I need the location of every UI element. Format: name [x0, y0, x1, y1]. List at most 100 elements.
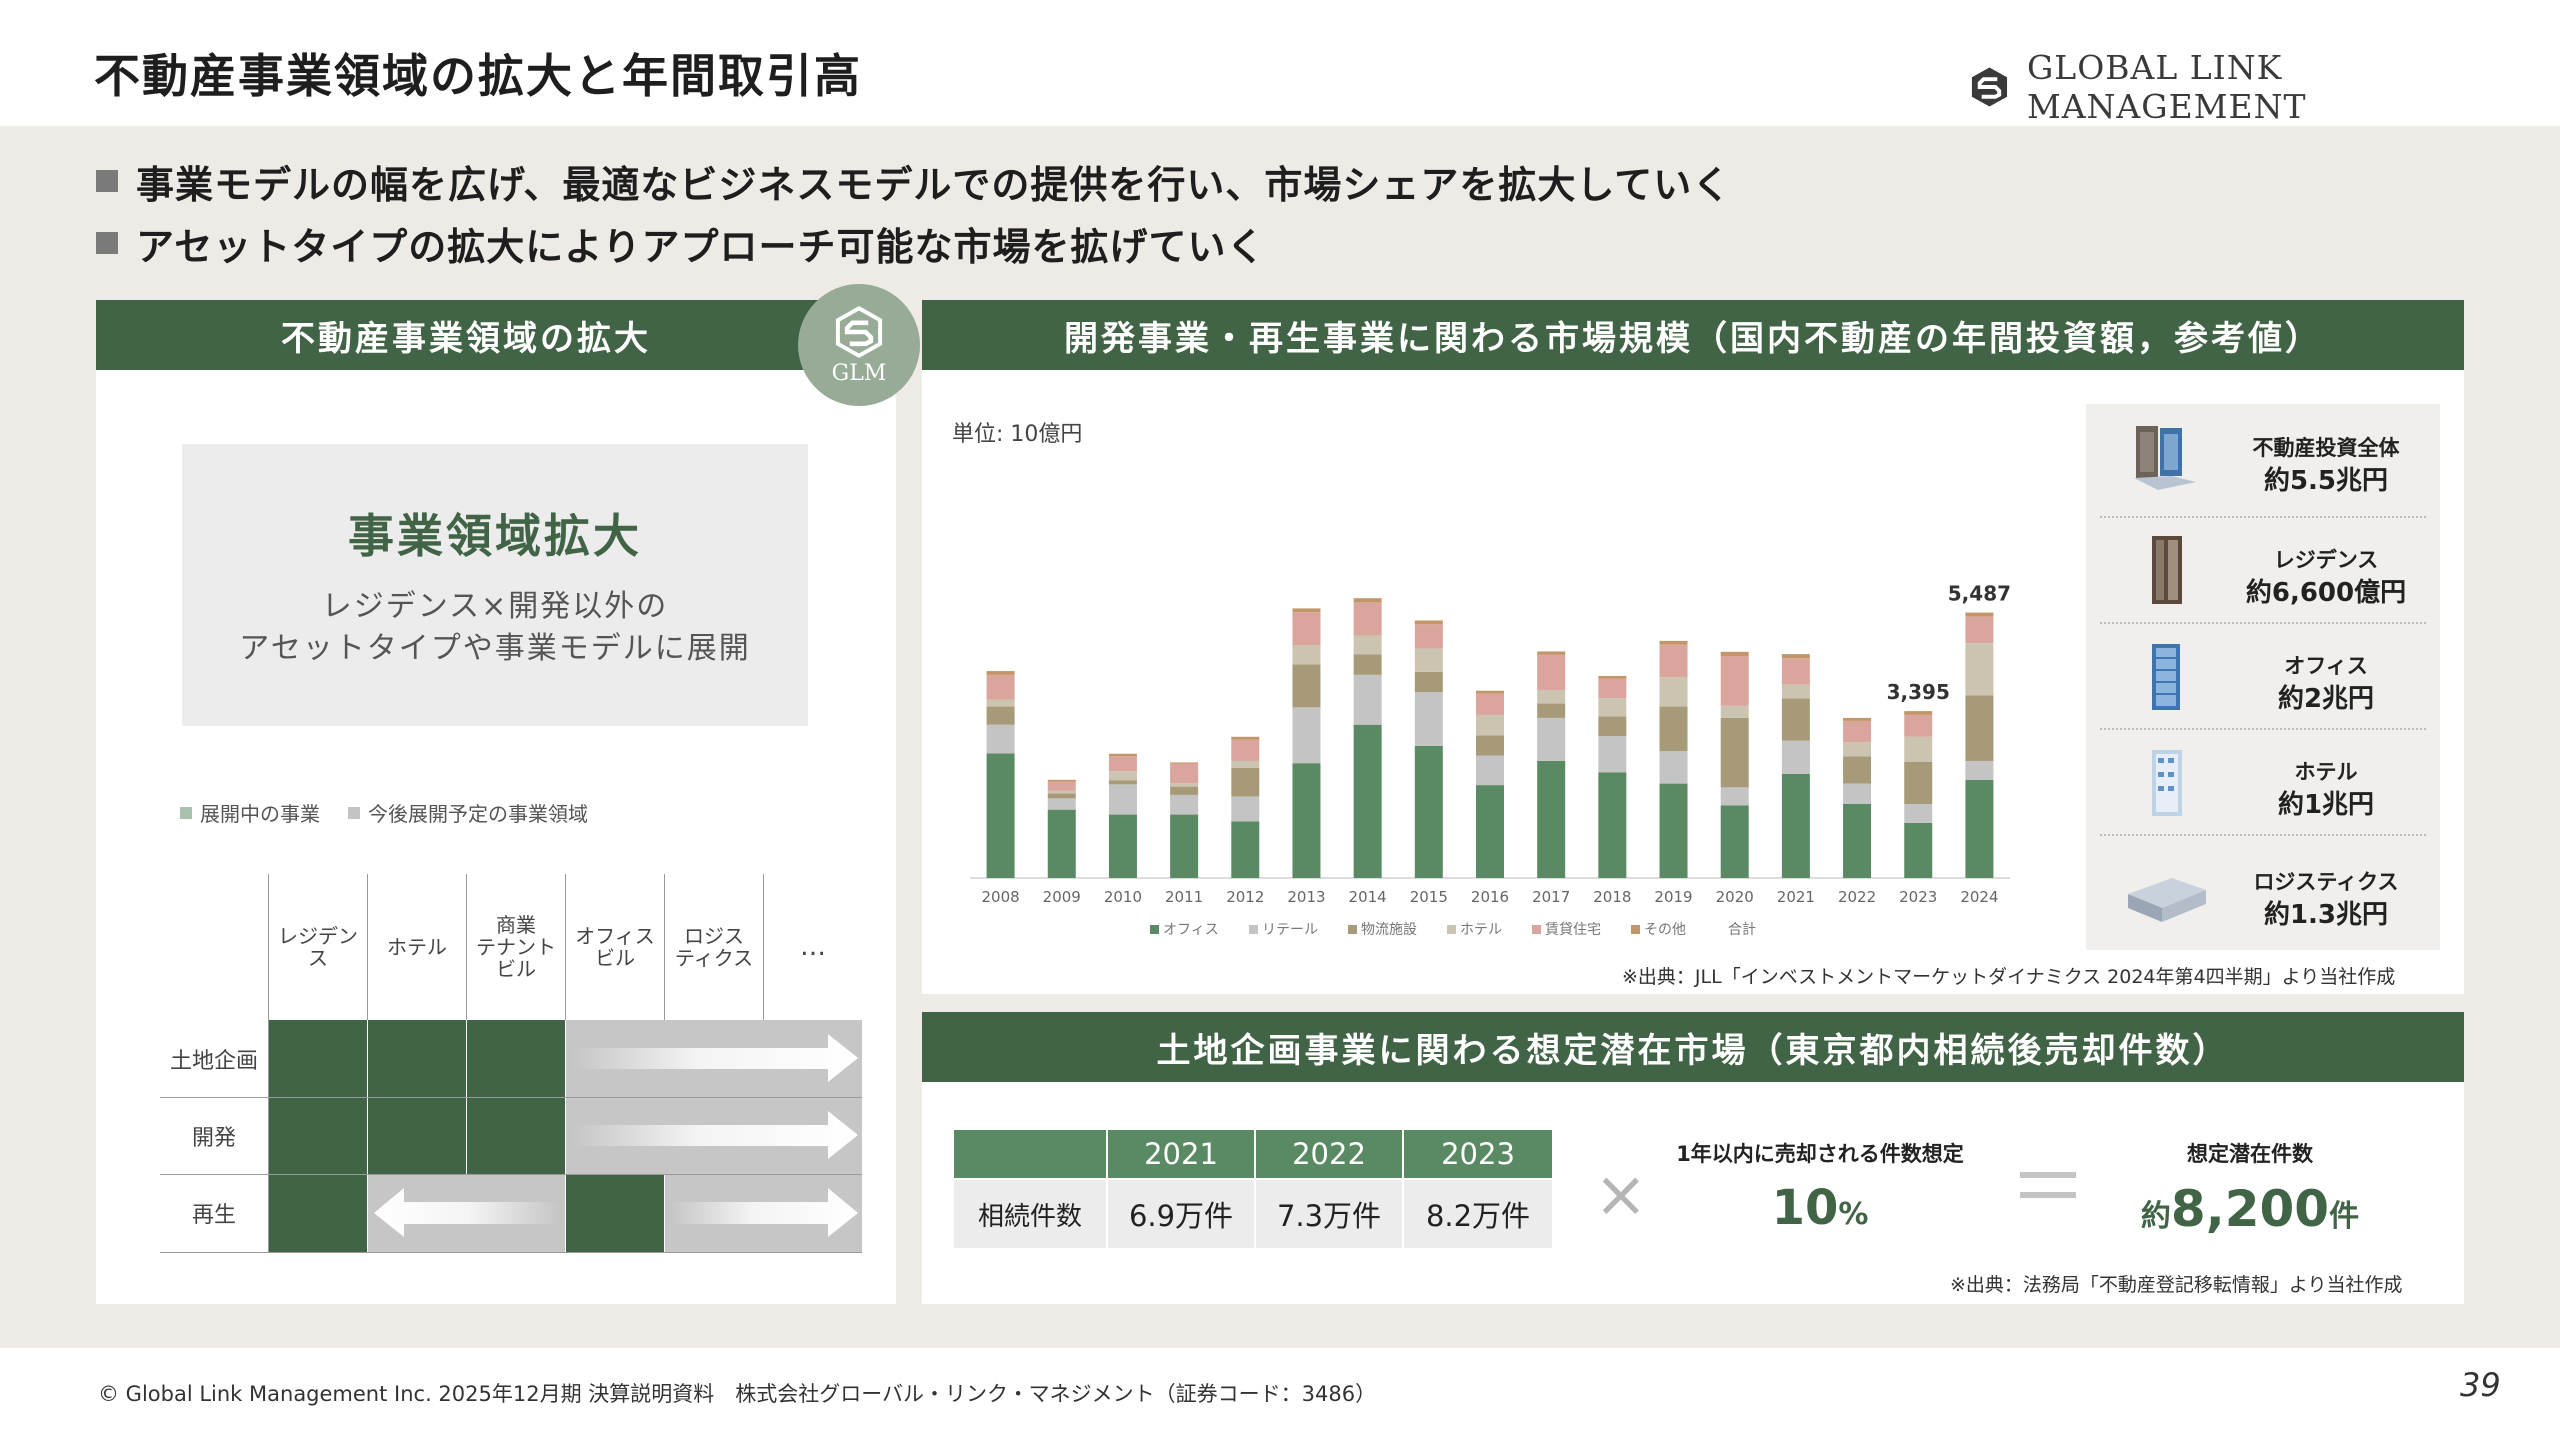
bar-segment-2022	[1843, 783, 1872, 804]
bar-segment-2023	[1904, 803, 1933, 823]
bar-segment-2010	[1108, 784, 1137, 815]
bar-segment-2011	[1170, 763, 1199, 784]
market-size-value: 約6,600億円	[2245, 578, 2407, 608]
matrix-cell-active	[269, 1097, 565, 1174]
bar-segment-2024	[1965, 695, 1994, 761]
bar-segment-2015	[1414, 692, 1443, 746]
market-size-value: 約5.5兆円	[2263, 466, 2389, 496]
market-size-label: ロジスティクス	[2253, 870, 2399, 894]
legend-swatch	[1348, 925, 1357, 934]
residence-building-icon	[2152, 536, 2182, 604]
glm-logo-icon	[1971, 67, 2008, 107]
bar-segment-2011	[1170, 794, 1199, 815]
unit-label: 単位: 10億円	[952, 422, 1083, 447]
page-number: 39	[2460, 1366, 2501, 1404]
potential-count-number: 8,200	[2170, 1180, 2330, 1238]
matrix-cell-active	[269, 1020, 565, 1097]
bar-segment-2011	[1170, 786, 1199, 795]
legend-label: 今後展開予定の事業領域	[368, 802, 588, 826]
bar-segment-2022	[1843, 742, 1872, 757]
bar-segment-2020	[1720, 717, 1749, 788]
table-cell: 8.2万件	[1404, 1180, 1552, 1248]
legend-label: オフィス	[1163, 922, 1219, 938]
legend-label: 展開中の事業	[200, 802, 320, 826]
bar-segment-2021	[1781, 698, 1810, 741]
bar-segment-2011	[1170, 762, 1199, 764]
bar-segment-2019	[1659, 783, 1688, 878]
bar-segment-2019	[1659, 644, 1688, 678]
land-planning-panel: 土地企画事業に関わる想定潜在市場（東京都内相続後売却件数）	[922, 1012, 2464, 1304]
bar-segment-2013	[1292, 645, 1321, 665]
legend-swatch	[348, 806, 360, 819]
bar-segment-2019	[1659, 706, 1688, 752]
logo-text: GLOBAL LINK MANAGEMENT	[2026, 48, 2307, 126]
bar-segment-2020	[1720, 787, 1749, 806]
bar-segment-2022	[1843, 756, 1872, 784]
bar-segment-2013	[1292, 608, 1321, 613]
bar-segment-2014	[1353, 635, 1382, 655]
bar-segment-2010	[1108, 753, 1137, 757]
bar-segment-2009	[1047, 809, 1076, 878]
bar-segment-2020	[1720, 805, 1749, 878]
market-size-item: 不動産投資全体 約5.5兆円	[2086, 404, 2440, 510]
bar-segment-2013	[1292, 612, 1321, 646]
bar-segment-2015	[1414, 671, 1443, 693]
bar-segment-2008	[986, 699, 1015, 707]
matrix-column-header: ホテル	[387, 935, 447, 959]
bar-segment-2017	[1537, 760, 1566, 878]
expansion-arrow-left	[368, 1174, 565, 1252]
table-cell: 7.3万件	[1256, 1180, 1402, 1248]
bar-segment-2018	[1598, 716, 1627, 737]
bar-segment-2021	[1781, 773, 1810, 878]
legend-label: 賃貸住宅	[1545, 922, 1601, 938]
bar-segment-2014	[1353, 598, 1382, 603]
sale-rate-value: 10%	[1700, 1180, 1940, 1236]
bar-segment-2020	[1720, 655, 1749, 706]
expansion-arrow-right	[665, 1174, 862, 1252]
chart-source-note: ※出典：JLL「インベストメントマーケットダイナミクス 2024年第4四半期」よ…	[1622, 966, 2396, 988]
bar-segment-2019	[1659, 677, 1688, 707]
bar-segment-2014	[1353, 724, 1382, 878]
matrix-legend: 展開中の事業 今後展開予定の事業領域	[180, 798, 588, 827]
bar-segment-2017	[1537, 703, 1566, 718]
expansion-arrow-right	[566, 1097, 862, 1174]
matrix-cell-active	[269, 1174, 367, 1252]
bar-segment-2023	[1904, 822, 1933, 878]
bar-segment-2016	[1476, 693, 1504, 715]
x-tick-label: 2021	[1777, 888, 1815, 906]
bar-segment-2013	[1292, 763, 1321, 878]
x-tick-label: 2010	[1104, 888, 1142, 906]
matrix-column-header: レジデンス	[278, 924, 358, 970]
bar-segment-2019	[1659, 640, 1688, 645]
bar-segment-2017	[1537, 717, 1566, 761]
x-tick-label: 2012	[1226, 888, 1264, 906]
matrix-divider	[565, 874, 566, 1020]
expansion-line-1: レジデンス×開発以外の	[321, 589, 669, 624]
land-source-note: ※出典：法務局「不動産登記移転情報」より当社作成	[1950, 1274, 2403, 1296]
bar-segment-2009	[1047, 793, 1076, 799]
bar-segment-2012	[1231, 739, 1260, 761]
bar-segment-2020	[1720, 651, 1749, 656]
bar-segment-2015	[1414, 624, 1443, 649]
expansion-arrow-right	[566, 1020, 862, 1097]
panel-header: 不動産事業領域の拡大	[96, 300, 896, 370]
market-size-item: レジデンス 約6,600億円	[2086, 516, 2440, 622]
company-logo[interactable]: GLOBAL LINK MANAGEMENT	[1968, 48, 2560, 126]
potential-count-value: 約8,200件	[2080, 1180, 2420, 1238]
bar-segment-2023	[1904, 761, 1933, 804]
list-divider	[2100, 728, 2426, 730]
square-bullet-icon	[96, 232, 118, 254]
logistics-warehouse-icon	[2128, 878, 2206, 922]
matrix-row-header: 再生	[191, 1203, 236, 1228]
potential-count-label: 想定潜在件数	[2187, 1142, 2313, 1166]
sale-rate-unit: %	[1838, 1197, 1869, 1232]
bar-segment-2012	[1231, 736, 1260, 740]
matrix-column-header: …	[800, 932, 826, 962]
bar-segment-2023	[1904, 711, 1933, 715]
bar-segment-2018	[1598, 772, 1627, 878]
bar-segment-2018	[1598, 678, 1627, 699]
data-label: 5,487	[1948, 582, 2011, 606]
bar-segment-2018	[1598, 675, 1627, 679]
bar-segment-2009	[1047, 779, 1076, 782]
matrix-divider	[367, 874, 368, 1020]
